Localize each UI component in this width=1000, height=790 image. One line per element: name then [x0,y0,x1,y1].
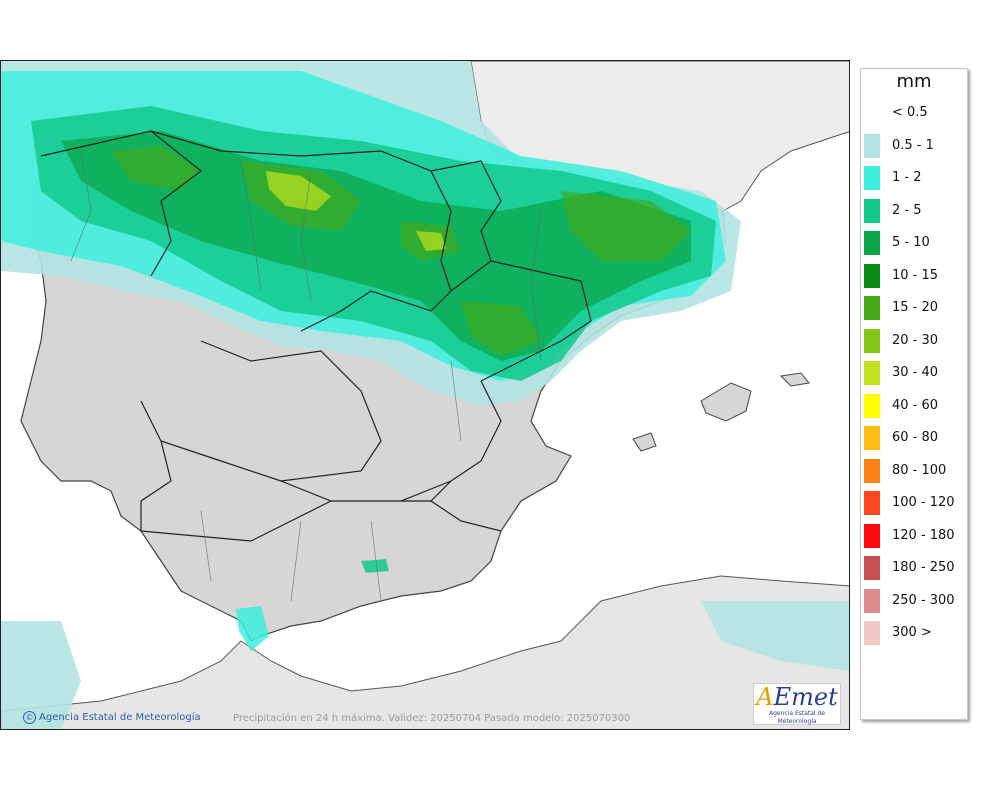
legend-swatch [864,361,880,385]
map-canvas [1,61,849,729]
legend-swatch [864,393,880,418]
color-legend: mm < 0.5 0.5 - 1 1 - 2 2 - 5 5 - 10 10 - 15 15… [860,68,968,720]
legend-label: 180 - 250 [892,560,955,575]
legend-label: 60 - 80 [892,430,939,445]
credit-label: Agencia Estatal de Meteorología [39,712,201,723]
legend-swatch [864,296,880,320]
legend-label: 250 - 300 [892,592,955,608]
legend-swatch [864,133,880,158]
legend-item: 10 - 15 [864,262,964,288]
legend-item: 100 - 120 [864,489,964,515]
legend-label: 300 > [892,625,932,640]
legend-swatch [864,328,880,353]
precip-20-40 [266,171,446,251]
legend-item: 30 - 40 [864,359,964,385]
legend-label: 10 - 15 [892,267,939,283]
legend-title: mm [896,71,932,92]
legend-item: 80 - 100 [864,457,964,483]
legend-swatch [864,198,880,223]
legend-label: 5 - 10 [892,235,930,250]
legend-label: 30 - 40 [892,365,939,380]
credit-text: © Agencia Estatal de Meteorología [23,711,201,724]
legend-label: 1 - 2 [892,170,922,185]
map-caption: Precipitación en 24 h máxima. Validez: 2… [233,713,631,724]
legend-label: 0.5 - 1 [892,137,934,153]
legend-item: 250 - 300 [864,587,964,613]
legend-swatch [864,231,880,255]
legend-swatch [864,458,880,483]
logo-subtitle: Agencia Estatal de Meteorología [768,710,825,725]
legend-swatch [864,101,880,125]
legend-label: < 0.5 [892,105,928,120]
legend-item: 40 - 60 [864,392,964,418]
province-borders [70,150,542,602]
legend-item: 180 - 250 [864,554,964,580]
legend-item: 20 - 30 [864,327,964,353]
legend-label: 20 - 30 [892,332,939,348]
legend-swatch [864,166,880,190]
region-borders [40,130,592,542]
legend-item: 0.5 - 1 [864,132,964,158]
legend-label: 120 - 180 [892,527,955,543]
legend-swatch [864,523,880,548]
legend-swatch [864,426,880,450]
logo-mark: AEmet [756,683,838,711]
ibiza-island [632,432,657,452]
legend-label: 15 - 20 [892,300,939,315]
legend-swatch [864,491,880,515]
legend-swatch [864,621,880,645]
legend-label: 40 - 60 [892,397,939,413]
legend-swatch [864,588,880,613]
precipitation-map: © Agencia Estatal de Meteorología Precipi… [0,60,850,730]
copyright-icon: © [23,711,36,724]
legend-label: 80 - 100 [892,462,947,478]
legend-item: 300 > [864,619,964,645]
legend-item: 120 - 180 [864,522,964,548]
legend-item: 1 - 2 [864,164,964,190]
legend-item: < 0.5 [864,99,964,125]
legend-item: 60 - 80 [864,424,964,450]
legend-label: 2 - 5 [892,202,922,218]
legend-swatch [864,556,880,580]
menorca-island [779,372,810,387]
legend-item: 5 - 10 [864,229,964,255]
legend-item: 15 - 20 [864,294,964,320]
legend-item: 2 - 5 [864,197,964,223]
africa-land [1,575,849,729]
aemet-logo: AEmet Agencia Estatal de Meteorología [753,683,841,725]
legend-label: 100 - 120 [892,495,955,510]
mallorca-island [700,382,752,422]
legend-swatch [864,263,880,288]
